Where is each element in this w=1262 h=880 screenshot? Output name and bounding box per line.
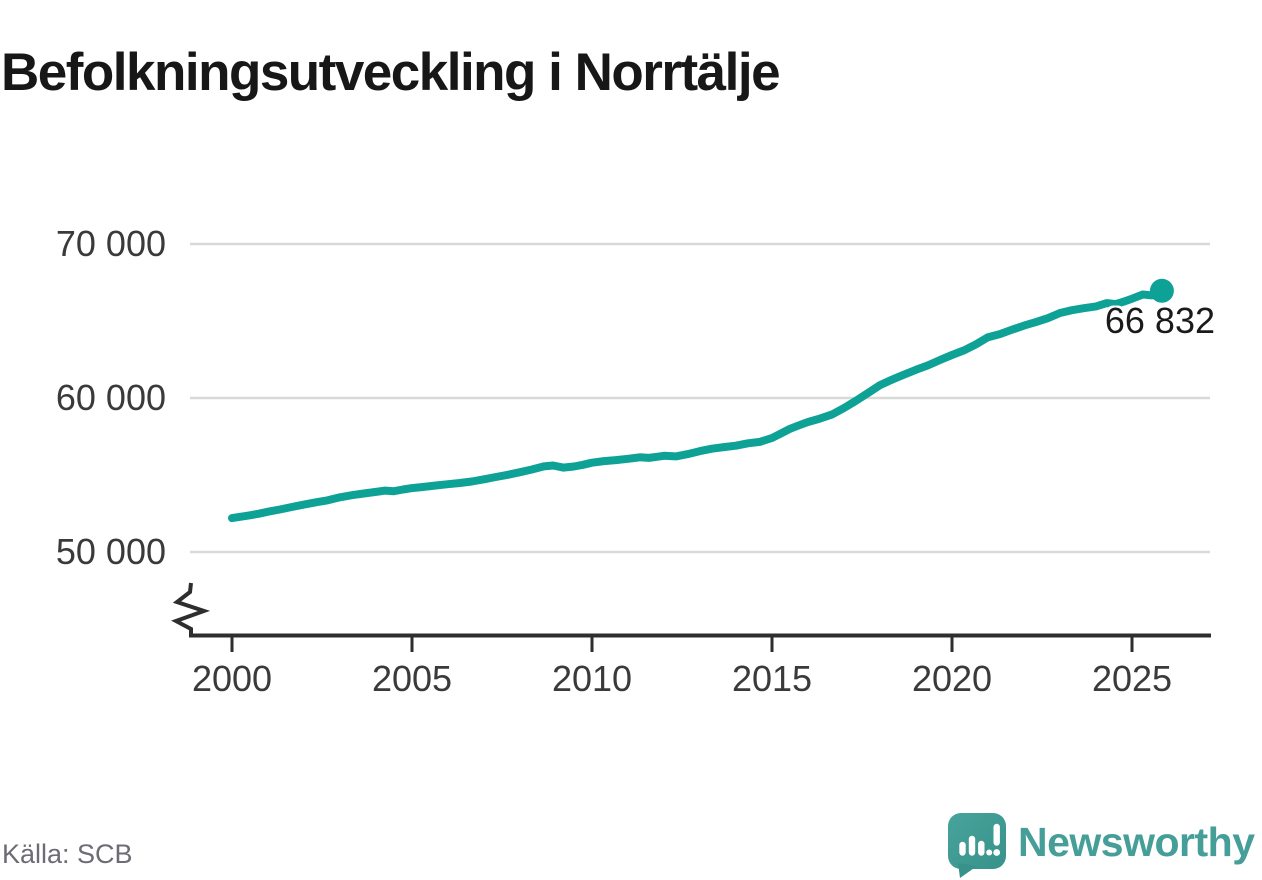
latest-value-dot — [1149, 278, 1174, 303]
bar-chart-glyph — [959, 823, 1000, 856]
y-tick-label: 60 000 — [55, 377, 166, 418]
population-line — [228, 288, 1166, 523]
data-series — [228, 278, 1174, 523]
exclamation-dot — [993, 849, 1001, 856]
page-title: Befolkningsutveckling i Norrtälje — [1, 42, 781, 102]
x-tick-label: 2025 — [1091, 658, 1173, 699]
speech-bubble-tail — [958, 863, 977, 878]
newsworthy-logo-text: Newsworthy — [1018, 819, 1255, 865]
y-axis-break-icon — [171, 582, 211, 637]
y-tick-label: 50 000 — [55, 531, 166, 572]
x-axis-ticks — [230, 637, 1134, 652]
x-axis — [189, 633, 1211, 652]
gridlines — [190, 242, 1210, 554]
x-tick-label: 2005 — [371, 658, 453, 699]
x-tick-label: 2010 — [551, 658, 633, 699]
x-tick-label: 2020 — [911, 658, 993, 699]
glyph-period-dot — [986, 849, 993, 856]
latest-value-label: 66 832 — [1104, 300, 1215, 341]
x-tick-label: 2015 — [731, 658, 813, 699]
y-tick-label: 70 000 — [55, 223, 166, 264]
x-tick-label: 2000 — [191, 658, 273, 699]
newsworthy-logo-icon — [948, 813, 1006, 878]
source-note: Källa: SCB — [2, 839, 133, 869]
